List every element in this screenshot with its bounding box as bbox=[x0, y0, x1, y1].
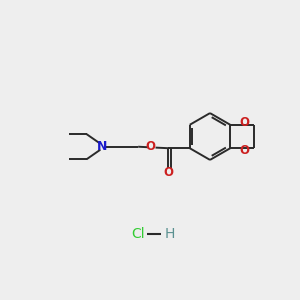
Text: O: O bbox=[163, 166, 173, 179]
Text: O: O bbox=[146, 140, 155, 153]
Text: O: O bbox=[239, 116, 249, 129]
Text: Cl: Cl bbox=[131, 227, 145, 241]
Text: H: H bbox=[165, 227, 175, 241]
Text: N: N bbox=[97, 140, 107, 153]
Text: O: O bbox=[239, 144, 249, 157]
